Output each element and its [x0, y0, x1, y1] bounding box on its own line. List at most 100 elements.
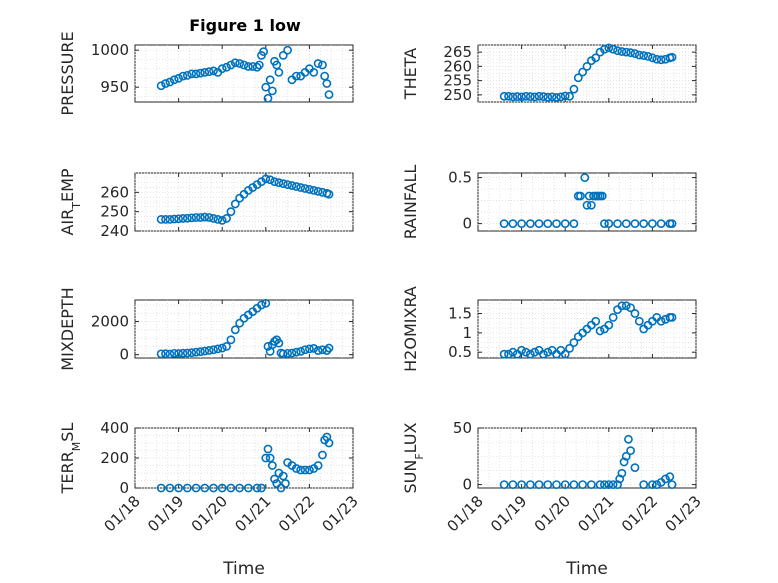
data-point — [617, 301, 627, 311]
data-point — [209, 483, 218, 493]
x-tick-label: 01/18 — [101, 492, 144, 535]
data-point — [504, 349, 513, 359]
data-point — [621, 301, 631, 311]
data-point — [521, 347, 531, 357]
data-point — [165, 214, 175, 224]
data-point — [318, 450, 327, 460]
data-point — [200, 212, 210, 222]
data-point — [621, 219, 631, 229]
data-point — [578, 67, 588, 77]
data-point — [630, 463, 640, 473]
data-point — [617, 468, 627, 478]
data-point — [578, 480, 588, 490]
y-tick-label: 250 — [443, 86, 472, 104]
data-point — [525, 349, 535, 359]
data-point — [296, 183, 306, 192]
data-point — [656, 55, 666, 65]
data-point — [499, 91, 509, 101]
data-point — [270, 474, 279, 484]
data-point — [187, 348, 197, 358]
data-point — [217, 343, 227, 353]
y-tick-label: 260 — [100, 183, 129, 201]
data-point — [217, 483, 227, 493]
data-point — [169, 348, 179, 358]
data-point — [209, 345, 218, 355]
data-point — [318, 60, 327, 70]
data-point — [272, 479, 282, 488]
x-tick-label: 01/18 — [444, 492, 487, 535]
data-point — [274, 178, 284, 188]
data-point — [547, 92, 557, 102]
x-tick-label: 01/20 — [188, 492, 231, 535]
data-point — [621, 47, 631, 57]
data-point — [667, 52, 677, 62]
data-point — [263, 444, 273, 454]
data-point — [313, 346, 323, 355]
data-point — [517, 480, 526, 490]
data-point — [322, 346, 332, 355]
y-tick-label: 265 — [443, 43, 472, 61]
data-point — [278, 471, 288, 481]
data-point — [257, 300, 266, 310]
y-tick-label: 950 — [100, 78, 129, 96]
y-axis-label: H2OMIXRA — [401, 286, 420, 372]
data-point — [174, 483, 183, 493]
data-point — [661, 474, 670, 484]
data-point — [191, 213, 201, 222]
data-point — [296, 465, 306, 475]
x-tick-label: 01/23 — [319, 492, 362, 535]
data-point — [226, 207, 236, 217]
data-point — [576, 191, 585, 201]
y-axis-label: TERRMSL — [58, 423, 83, 495]
data-point — [595, 480, 605, 490]
data-point — [508, 219, 518, 229]
y-axis-label: MIXDEPTH — [58, 287, 77, 370]
y-axis-label: PRESSURE — [58, 31, 77, 115]
data-point — [309, 67, 319, 77]
data-point — [209, 214, 218, 223]
data-point — [281, 479, 290, 488]
data-point — [499, 480, 509, 490]
data-point — [243, 62, 253, 71]
y-tick-label: 1.5 — [448, 305, 472, 323]
data-point — [582, 200, 592, 210]
data-point — [265, 75, 275, 85]
data-point — [287, 181, 297, 190]
data-point — [595, 326, 605, 336]
data-point — [560, 219, 570, 229]
data-point — [324, 189, 334, 199]
data-point — [521, 91, 531, 101]
data-point — [517, 345, 526, 355]
data-point — [639, 51, 649, 60]
data-point — [630, 309, 640, 318]
data-point — [667, 312, 677, 322]
data-point — [626, 446, 635, 456]
data-point — [182, 70, 192, 80]
data-point — [309, 343, 319, 353]
data-point — [200, 67, 210, 77]
data-point — [287, 348, 297, 358]
data-point — [560, 349, 570, 359]
figure-title: Figure 1 low — [189, 16, 301, 35]
data-point — [499, 219, 509, 229]
data-point — [239, 60, 249, 70]
data-point — [597, 191, 607, 201]
data-point — [652, 480, 662, 490]
data-point — [324, 90, 334, 99]
data-point — [254, 60, 264, 70]
data-point — [261, 82, 271, 92]
data-point — [512, 92, 522, 101]
data-point — [274, 67, 284, 77]
data-point — [187, 69, 197, 79]
y-tick-label: 0 — [462, 215, 472, 233]
data-point — [309, 185, 319, 195]
data-point — [283, 180, 292, 189]
data-point — [534, 480, 544, 490]
data-point — [324, 438, 334, 448]
data-point — [230, 58, 240, 68]
data-point — [543, 219, 553, 229]
data-point — [634, 50, 644, 60]
data-point — [182, 348, 192, 358]
